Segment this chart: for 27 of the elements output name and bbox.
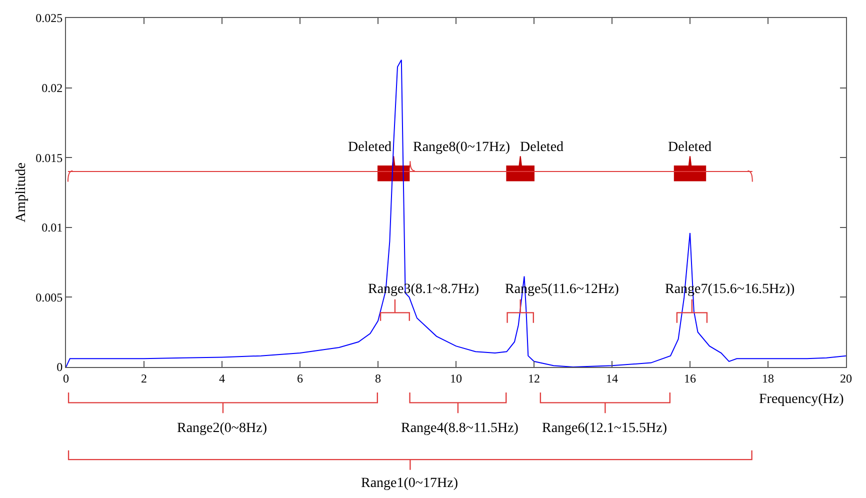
annotation: Deleted <box>348 140 392 155</box>
x-tick-label: 6 <box>297 371 303 386</box>
x-tick-label: 2 <box>141 371 147 386</box>
y-tick-label: 0.025 <box>36 11 63 26</box>
x-tick-label: 12 <box>528 371 540 386</box>
y-axis-title: Amplitude <box>14 162 30 222</box>
ref-line-label: Range8(0~17Hz) <box>413 140 510 155</box>
y-tick-label: 0.01 <box>42 220 63 235</box>
x-axis-title: Frequency(Hz) <box>759 392 844 407</box>
x-tick-label: 4 <box>219 371 225 386</box>
text: Range2(0~8Hz) <box>177 421 268 436</box>
x-tick-label: 8 <box>375 371 381 386</box>
x-tick-label: 16 <box>684 371 696 386</box>
y-tick-label: 0.015 <box>36 150 63 165</box>
y-tick-label: 0.02 <box>42 81 63 95</box>
x-tick-label: 20 <box>840 371 852 386</box>
annotation: Deleted <box>668 140 712 155</box>
y-tick-label: 0 <box>56 360 63 374</box>
line-series <box>66 59 846 367</box>
x-tick-label: 14 <box>606 371 618 386</box>
text: Range1(0~17Hz) <box>361 476 458 491</box>
text: Range6(12.1~15.5Hz) <box>542 421 668 436</box>
y-tick-label: 0.005 <box>36 290 63 304</box>
x-tick-label: 10 <box>450 371 462 386</box>
text: Range4(8.8~11.5Hz) <box>401 421 519 436</box>
x-tick-label: 18 <box>762 371 774 386</box>
annotation: Deleted <box>520 140 564 155</box>
